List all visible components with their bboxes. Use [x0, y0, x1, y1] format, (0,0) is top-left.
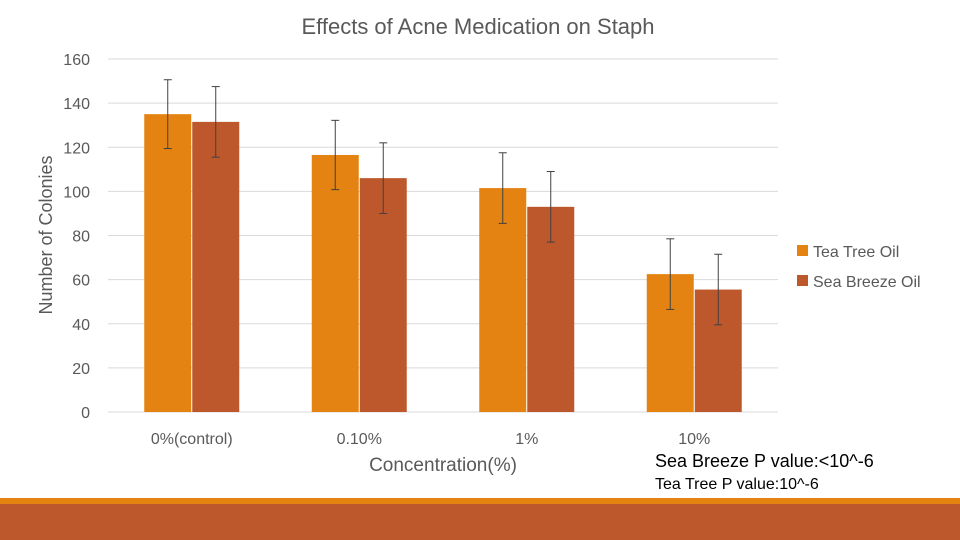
legend-swatch — [797, 275, 808, 286]
bar — [479, 188, 527, 412]
bar — [359, 178, 407, 412]
sea-breeze-p-value: Sea Breeze P value:<10^-6 — [655, 451, 874, 471]
y-tick-label: 40 — [72, 317, 90, 334]
legend-swatch — [797, 245, 808, 256]
accent-strip — [0, 498, 960, 504]
y-axis-label: Number of Colonies — [36, 155, 56, 314]
x-axis-label: Concentration(%) — [369, 455, 517, 476]
x-tick-label: 0.10% — [337, 431, 382, 448]
x-tick-label: 10% — [678, 431, 710, 448]
bar — [144, 114, 192, 412]
y-tick-label: 20 — [72, 361, 90, 378]
bar — [192, 121, 240, 413]
chart-title: Effects of Acne Medication on Staph — [301, 14, 654, 39]
y-tick-label: 60 — [72, 273, 90, 290]
legend-label: Tea Tree Oil — [813, 244, 899, 261]
x-tick-label: 0%(control) — [151, 431, 233, 448]
x-tick-label: 1% — [515, 431, 538, 448]
bar — [311, 154, 359, 413]
y-tick-label: 120 — [63, 140, 90, 157]
tea-tree-p-value: Tea Tree P value:10^-6 — [655, 476, 819, 493]
y-tick-label: 160 — [63, 52, 90, 69]
y-tick-label: 0 — [81, 405, 90, 422]
y-tick-label: 100 — [63, 184, 90, 201]
footer-band — [0, 504, 960, 540]
y-tick-label: 140 — [63, 96, 90, 113]
legend-label: Sea Breeze Oil — [813, 274, 921, 291]
y-tick-label: 80 — [72, 229, 90, 246]
